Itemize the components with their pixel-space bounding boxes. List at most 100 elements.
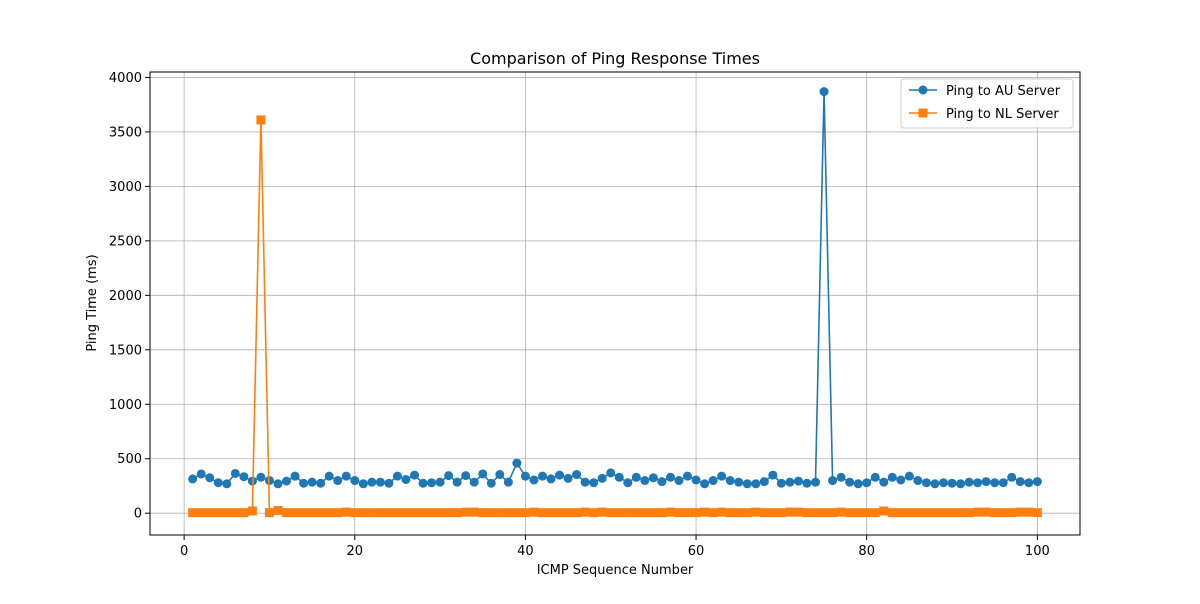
data-point xyxy=(418,508,428,518)
data-point xyxy=(537,508,547,518)
data-point xyxy=(998,508,1008,518)
x-tick-label: 20 xyxy=(346,544,363,559)
data-point xyxy=(956,508,966,518)
data-point xyxy=(469,477,479,487)
data-point xyxy=(742,479,752,489)
data-point xyxy=(836,472,846,482)
data-point xyxy=(981,477,991,487)
x-tick-label: 40 xyxy=(517,544,534,559)
series-nl xyxy=(188,115,1042,518)
data-point xyxy=(606,508,616,518)
data-point xyxy=(921,508,931,518)
legend-label-au: Ping to AU Server xyxy=(946,84,1061,99)
data-point xyxy=(444,508,454,518)
data-point xyxy=(819,87,829,97)
data-point xyxy=(998,478,1008,488)
data-point xyxy=(384,478,394,488)
y-tick-label: 3000 xyxy=(109,180,142,195)
data-point xyxy=(580,507,590,517)
data-point xyxy=(316,508,326,518)
data-point xyxy=(324,471,334,481)
data-point xyxy=(418,478,428,488)
data-point xyxy=(887,508,897,518)
data-point xyxy=(529,475,539,485)
data-point xyxy=(290,508,300,518)
data-point xyxy=(1032,508,1042,518)
data-point xyxy=(597,473,607,483)
data-point xyxy=(836,507,846,517)
data-point xyxy=(768,470,778,480)
data-point xyxy=(640,476,650,486)
data-point xyxy=(947,508,957,518)
data-point xyxy=(725,508,735,518)
data-point xyxy=(700,507,710,517)
data-point xyxy=(589,478,599,488)
data-point xyxy=(239,508,249,518)
data-point xyxy=(742,508,752,518)
data-point xyxy=(409,508,419,518)
data-point xyxy=(563,473,573,483)
data-point xyxy=(759,477,769,487)
data-point xyxy=(631,472,641,482)
data-point xyxy=(648,473,658,483)
x-tick-label: 100 xyxy=(1025,544,1050,559)
data-point xyxy=(751,507,761,517)
data-point xyxy=(307,477,317,487)
data-point xyxy=(333,508,343,518)
data-point xyxy=(188,508,198,518)
data-point xyxy=(725,476,735,486)
data-point xyxy=(555,508,565,518)
data-point xyxy=(401,474,411,484)
data-point xyxy=(486,508,496,518)
data-point xyxy=(572,470,582,480)
data-point xyxy=(879,477,889,487)
data-point xyxy=(555,470,565,480)
data-point xyxy=(213,508,223,518)
data-point xyxy=(205,508,215,518)
data-point xyxy=(461,471,471,481)
data-point xyxy=(921,478,931,488)
data-point xyxy=(947,478,957,488)
data-point xyxy=(623,508,633,518)
data-point xyxy=(375,477,385,487)
data-point xyxy=(674,476,684,486)
y-tick-label: 0 xyxy=(134,507,142,522)
data-point xyxy=(870,472,880,482)
data-point xyxy=(350,476,360,486)
data-point xyxy=(904,471,914,481)
data-point xyxy=(239,472,249,482)
data-point xyxy=(674,508,684,518)
legend-marker-nl xyxy=(918,108,928,118)
data-point xyxy=(768,508,778,518)
data-point xyxy=(196,469,206,479)
data-point xyxy=(435,477,445,487)
data-point xyxy=(409,470,419,480)
y-tick-label: 3500 xyxy=(109,125,142,140)
data-point xyxy=(990,478,1000,488)
data-point xyxy=(657,477,667,487)
legend-label-nl: Ping to NL Server xyxy=(946,107,1059,122)
data-point xyxy=(708,508,718,518)
data-point xyxy=(930,479,940,489)
data-point xyxy=(444,471,454,481)
data-point xyxy=(734,508,744,518)
data-point xyxy=(990,508,1000,518)
data-point xyxy=(222,508,232,518)
data-point xyxy=(1024,507,1034,517)
data-point xyxy=(461,507,471,517)
data-point xyxy=(717,507,727,517)
data-point xyxy=(563,508,573,518)
data-point xyxy=(648,508,658,518)
data-point xyxy=(785,477,795,487)
data-point xyxy=(845,477,855,487)
data-point xyxy=(802,478,812,488)
data-point xyxy=(870,508,880,518)
data-point xyxy=(188,474,198,484)
data-point xyxy=(683,471,693,481)
data-point xyxy=(734,477,744,487)
data-point xyxy=(486,478,496,488)
data-point xyxy=(862,508,872,518)
data-point xyxy=(793,507,803,517)
data-point xyxy=(529,507,539,517)
